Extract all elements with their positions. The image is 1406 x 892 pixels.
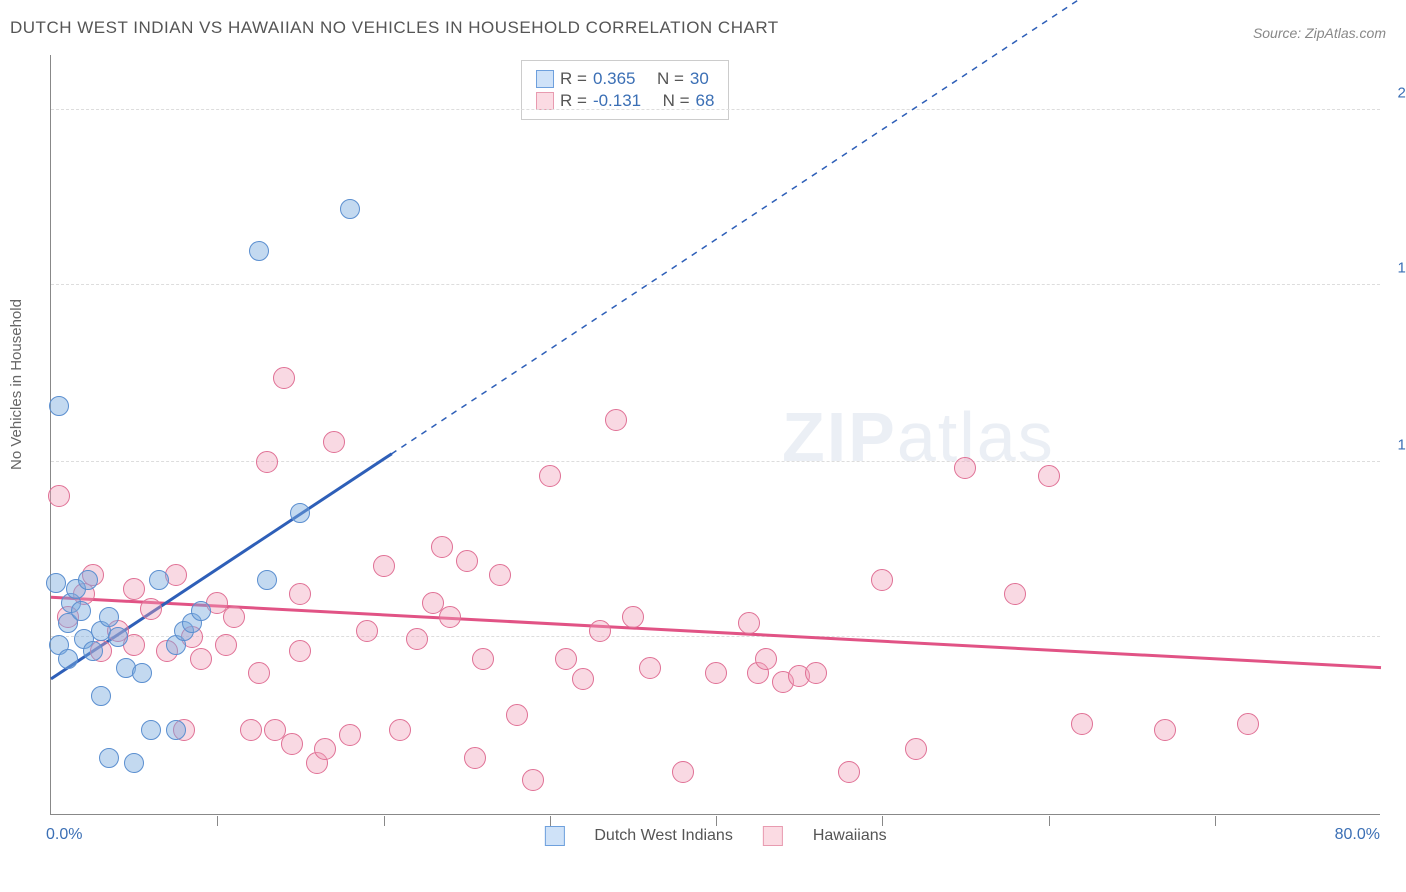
- data-point-hawaiians: [289, 640, 311, 662]
- data-point-dutch-west-indians: [124, 753, 144, 773]
- x-tick: [550, 816, 551, 826]
- x-axis-min: 0.0%: [46, 826, 82, 844]
- data-point-hawaiians: [1038, 465, 1060, 487]
- data-point-hawaiians: [522, 769, 544, 791]
- data-point-dutch-west-indians: [249, 241, 269, 261]
- scatter-plot: ZIPatlas R = 0.365 N = 30 R = -0.131 N =…: [50, 55, 1380, 815]
- data-point-hawaiians: [838, 761, 860, 783]
- data-point-hawaiians: [954, 457, 976, 479]
- data-point-hawaiians: [472, 648, 494, 670]
- trend-overlay: [51, 54, 1381, 814]
- data-point-hawaiians: [190, 648, 212, 670]
- data-point-hawaiians: [406, 628, 428, 650]
- data-point-hawaiians: [555, 648, 577, 670]
- data-point-hawaiians: [215, 634, 237, 656]
- x-tick: [882, 816, 883, 826]
- data-point-hawaiians: [373, 555, 395, 577]
- data-point-hawaiians: [639, 657, 661, 679]
- data-point-hawaiians: [323, 431, 345, 453]
- data-point-hawaiians: [356, 620, 378, 642]
- data-point-hawaiians: [223, 606, 245, 628]
- y-tick-label: 18.8%: [1397, 259, 1406, 276]
- data-point-dutch-west-indians: [108, 627, 128, 647]
- data-point-hawaiians: [805, 662, 827, 684]
- data-point-hawaiians: [289, 583, 311, 605]
- data-point-hawaiians: [1154, 719, 1176, 741]
- x-tick: [716, 816, 717, 826]
- data-point-hawaiians: [464, 747, 486, 769]
- data-point-hawaiians: [605, 409, 627, 431]
- data-point-hawaiians: [1071, 713, 1093, 735]
- data-point-hawaiians: [248, 662, 270, 684]
- data-point-dutch-west-indians: [166, 720, 186, 740]
- data-point-hawaiians: [905, 738, 927, 760]
- data-point-hawaiians: [871, 569, 893, 591]
- data-point-dutch-west-indians: [46, 573, 66, 593]
- data-point-dutch-west-indians: [58, 649, 78, 669]
- legend: Dutch West Indians Hawaiians: [544, 826, 886, 846]
- data-point-hawaiians: [281, 733, 303, 755]
- y-tick-label: 25.0%: [1397, 85, 1406, 102]
- data-point-dutch-west-indians: [99, 607, 119, 627]
- data-point-hawaiians: [738, 612, 760, 634]
- data-point-dutch-west-indians: [149, 570, 169, 590]
- data-point-dutch-west-indians: [191, 601, 211, 621]
- data-point-hawaiians: [123, 578, 145, 600]
- data-point-dutch-west-indians: [340, 199, 360, 219]
- data-point-dutch-west-indians: [83, 641, 103, 661]
- data-point-dutch-west-indians: [99, 748, 119, 768]
- data-point-hawaiians: [1237, 713, 1259, 735]
- trend-line: [51, 597, 1381, 667]
- data-point-hawaiians: [439, 606, 461, 628]
- legend-swatch-series1-icon: [544, 826, 564, 846]
- data-point-hawaiians: [273, 367, 295, 389]
- data-point-dutch-west-indians: [257, 570, 277, 590]
- data-point-dutch-west-indians: [78, 570, 98, 590]
- data-point-hawaiians: [755, 648, 777, 670]
- legend-swatch-series2-icon: [763, 826, 783, 846]
- data-point-dutch-west-indians: [132, 663, 152, 683]
- data-point-hawaiians: [489, 564, 511, 586]
- data-point-hawaiians: [140, 598, 162, 620]
- source-label: Source: ZipAtlas.com: [1253, 25, 1386, 41]
- x-axis-max: 80.0%: [1335, 826, 1380, 844]
- legend-label-series1: Dutch West Indians: [594, 827, 732, 845]
- data-point-hawaiians: [314, 738, 336, 760]
- data-point-dutch-west-indians: [290, 503, 310, 523]
- data-point-hawaiians: [48, 485, 70, 507]
- x-tick: [384, 816, 385, 826]
- data-point-hawaiians: [539, 465, 561, 487]
- data-point-hawaiians: [1004, 583, 1026, 605]
- data-point-hawaiians: [672, 761, 694, 783]
- legend-label-series2: Hawaiians: [813, 827, 887, 845]
- y-axis-label: No Vehicles in Household: [8, 299, 25, 470]
- data-point-hawaiians: [256, 451, 278, 473]
- data-point-dutch-west-indians: [71, 601, 91, 621]
- data-point-hawaiians: [339, 724, 361, 746]
- data-point-hawaiians: [622, 606, 644, 628]
- data-point-hawaiians: [705, 662, 727, 684]
- data-point-dutch-west-indians: [49, 396, 69, 416]
- data-point-hawaiians: [589, 620, 611, 642]
- data-point-dutch-west-indians: [91, 686, 111, 706]
- data-point-hawaiians: [240, 719, 262, 741]
- data-point-dutch-west-indians: [141, 720, 161, 740]
- data-point-hawaiians: [431, 536, 453, 558]
- x-tick: [1049, 816, 1050, 826]
- trend-line-extrapolated: [51, 0, 1082, 679]
- y-tick-label: 12.5%: [1397, 437, 1406, 454]
- chart-title: DUTCH WEST INDIAN VS HAWAIIAN NO VEHICLE…: [10, 18, 779, 38]
- data-point-hawaiians: [389, 719, 411, 741]
- data-point-hawaiians: [572, 668, 594, 690]
- x-tick: [1215, 816, 1216, 826]
- data-point-hawaiians: [456, 550, 478, 572]
- x-tick: [217, 816, 218, 826]
- data-point-hawaiians: [506, 704, 528, 726]
